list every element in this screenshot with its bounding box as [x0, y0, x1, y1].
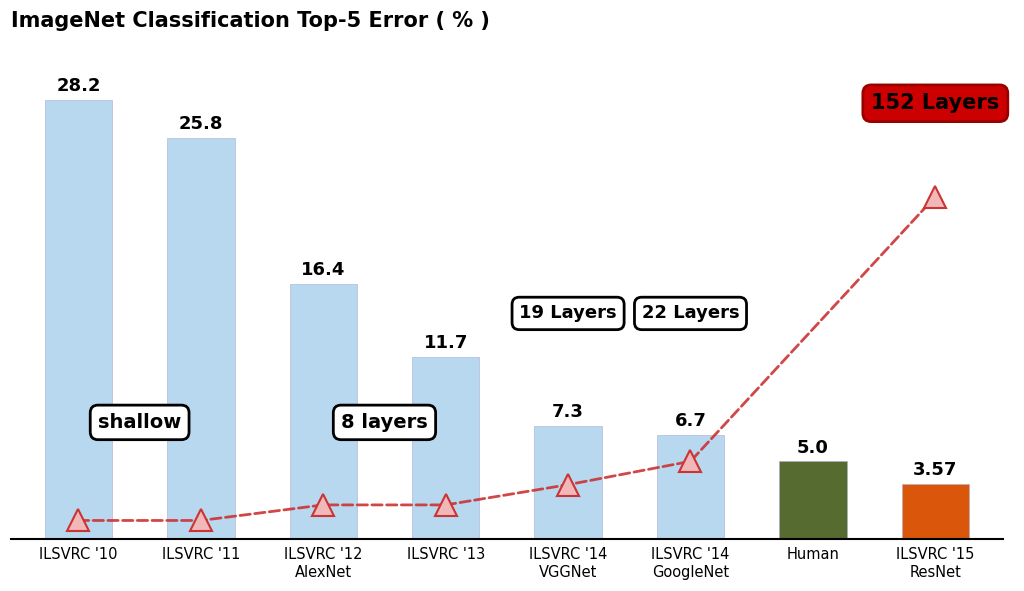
Text: 28.2: 28.2: [56, 77, 100, 96]
Text: 11.7: 11.7: [424, 335, 468, 352]
Text: ImageNet Classification Top-5 Error ( % ): ImageNet Classification Top-5 Error ( % …: [11, 11, 490, 31]
Text: 7.3: 7.3: [552, 403, 584, 421]
Text: 19 Layers: 19 Layers: [519, 304, 616, 323]
Bar: [535, 426, 602, 539]
Bar: [656, 435, 724, 539]
Text: 22 Layers: 22 Layers: [642, 304, 739, 323]
Text: shallow: shallow: [98, 413, 181, 432]
Bar: [290, 284, 357, 539]
Text: 5.0: 5.0: [797, 439, 828, 457]
Text: 25.8: 25.8: [178, 115, 223, 133]
Bar: [412, 357, 479, 539]
Bar: [167, 138, 234, 539]
Text: 6.7: 6.7: [675, 412, 707, 430]
Text: 8 layers: 8 layers: [341, 413, 428, 432]
Bar: [779, 462, 847, 539]
Text: 16.4: 16.4: [301, 261, 345, 279]
Text: 152 Layers: 152 Layers: [871, 93, 999, 113]
Bar: [902, 483, 969, 539]
Bar: [45, 100, 112, 539]
Text: 3.57: 3.57: [913, 461, 957, 479]
